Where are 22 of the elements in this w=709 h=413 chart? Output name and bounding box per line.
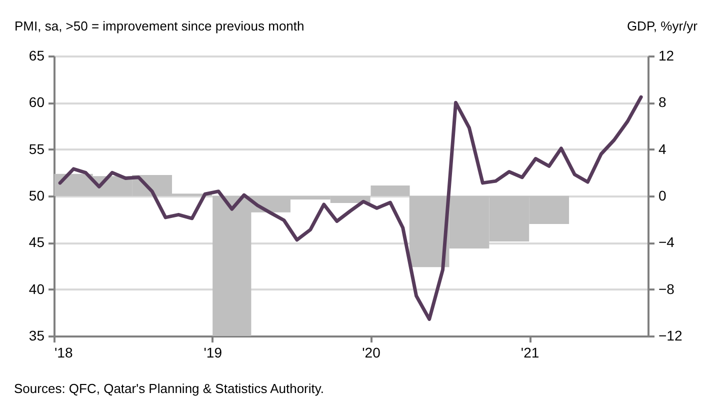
y-tick-label: 60 [28,94,45,110]
y-tick-label: 50 [28,188,45,204]
y2-tick-label: 12 [658,48,674,64]
source-note: Sources: QFC, Qatar's Planning & Statistics Authority. [14,381,324,396]
y2-axis-title: GDP, %yr/yr [626,18,698,34]
y-axis-title: PMI, sa, >50 = improvement since previous month [14,18,304,34]
x-tick-label: '20 [362,344,381,360]
x-tick-label: '18 [54,344,73,360]
y2-tick-label: 8 [658,94,666,110]
y-tick-label: 35 [28,328,45,344]
x-tick-label: '19 [204,344,222,360]
y2-tick-label: −12 [658,328,682,344]
y2-tick-label: 4 [658,140,666,157]
y-tick-label: 45 [28,234,45,250]
y-tick-label: 65 [28,48,45,64]
y-tick-label: 55 [28,140,45,157]
y2-tick-label: −4 [658,234,675,250]
line-series [58,95,643,321]
x-tick-label: '21 [520,344,540,360]
y-tick-label: 40 [28,280,45,297]
y2-tick-label: −8 [658,280,675,297]
y2-tick-label: 0 [658,188,666,204]
